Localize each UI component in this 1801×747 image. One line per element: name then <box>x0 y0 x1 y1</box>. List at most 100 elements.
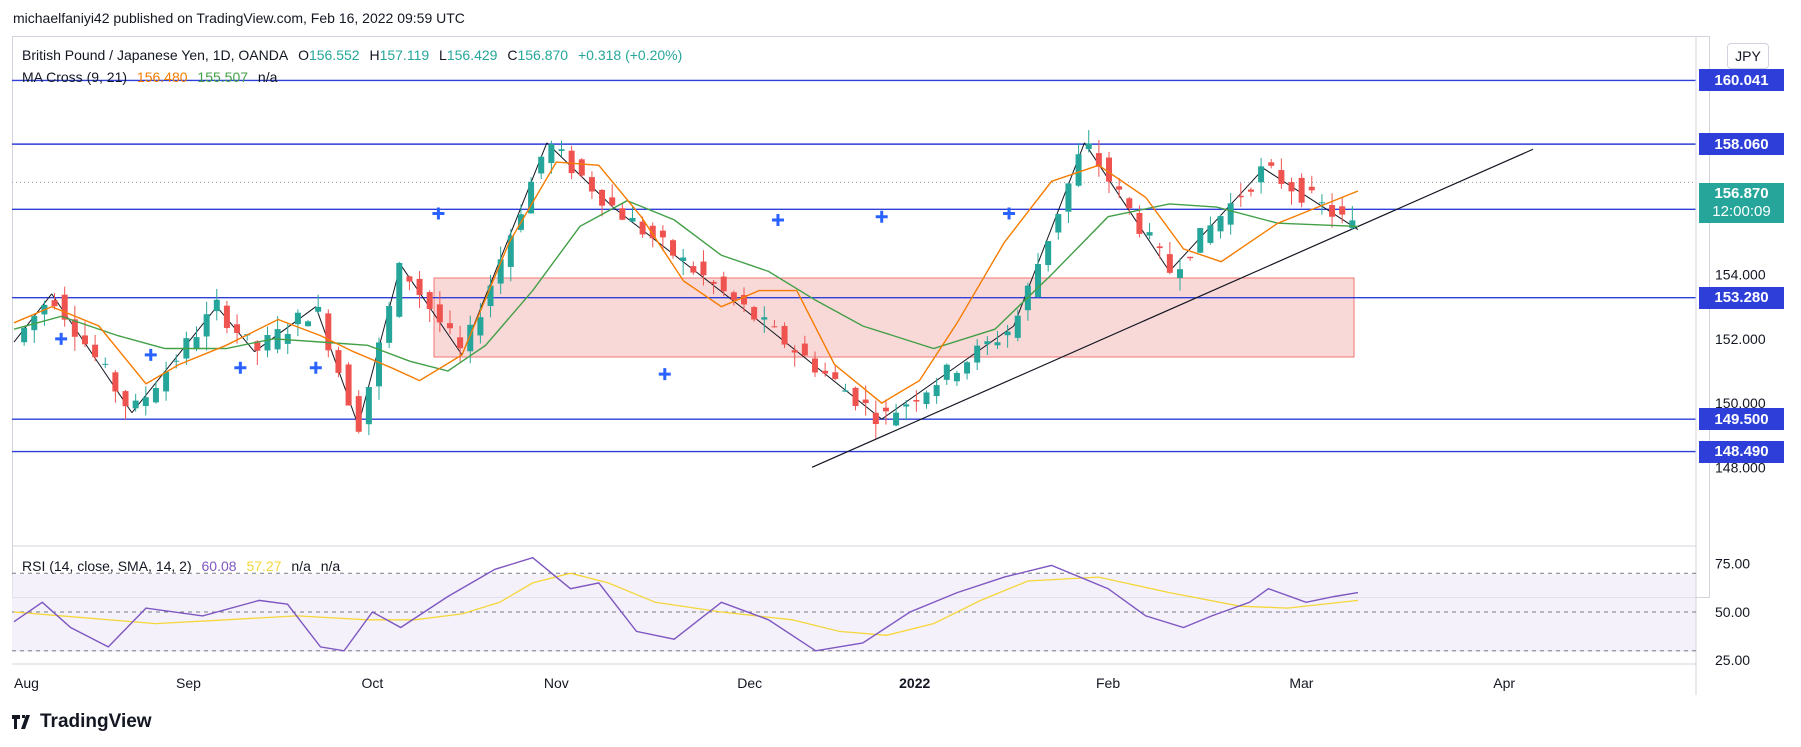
candle-body <box>1278 170 1285 184</box>
candle-body <box>436 304 443 323</box>
rsi-na-2: n/a <box>320 558 341 574</box>
candle-body <box>659 230 666 238</box>
candle-body <box>335 350 342 373</box>
ma-cross-marker <box>875 210 888 223</box>
ma-cross-marker <box>55 332 68 345</box>
candle-body <box>1035 263 1042 297</box>
ma-cross-marker <box>771 213 784 226</box>
candle-body <box>781 325 788 345</box>
candle-body <box>1339 206 1346 215</box>
high-label: H <box>369 47 380 63</box>
candle-body <box>396 262 403 317</box>
candle-body <box>1166 254 1173 273</box>
candle-body <box>1126 198 1133 209</box>
candle-body <box>294 312 301 325</box>
pivot-arrow <box>1168 168 1265 272</box>
rsi-tick-label: 75.00 <box>1715 556 1750 572</box>
candle-body <box>994 342 1001 346</box>
price-tick-label: 150.000 <box>1715 395 1766 411</box>
price-tick-label: 148.000 <box>1715 459 1766 475</box>
close-label: C <box>507 47 518 63</box>
candle-body <box>588 177 595 192</box>
candle-body <box>152 388 159 403</box>
candle-body <box>1176 269 1183 278</box>
candle-body <box>426 292 433 309</box>
candle-body <box>1045 241 1052 266</box>
candle-body <box>1298 177 1305 203</box>
candle-body <box>315 306 322 312</box>
candle-body <box>619 208 626 220</box>
candle-body <box>862 399 869 404</box>
ma-fast-value: 156.480 <box>136 69 188 85</box>
candle-body <box>953 372 960 382</box>
candle-body <box>102 363 109 365</box>
candle-body <box>903 404 910 407</box>
candle-body <box>974 345 981 363</box>
candle-body <box>913 400 920 402</box>
candle-body <box>1318 202 1325 204</box>
trendline <box>811 148 1534 468</box>
ma-cross-marker <box>234 361 247 374</box>
candle-body <box>1014 315 1021 338</box>
demand-zone <box>433 277 1355 358</box>
candle-body <box>639 221 646 235</box>
candle-body <box>325 313 332 351</box>
candle-body <box>1075 154 1082 186</box>
tradingview-logo[interactable]: TradingView <box>12 711 152 733</box>
candle-body <box>467 324 474 352</box>
pivot-arrow <box>612 206 746 311</box>
candle-body <box>163 371 170 392</box>
candle-body <box>203 314 210 337</box>
rsi-label: RSI (14, close, SMA, 14, 2) <box>22 558 192 574</box>
candle-body <box>21 327 28 343</box>
high-value: 157.119 <box>379 47 430 63</box>
ma-cross-marker <box>1003 207 1016 220</box>
candle-body <box>223 305 230 328</box>
candle-body <box>943 364 950 380</box>
candle-body <box>832 372 839 379</box>
candle-body <box>720 276 727 292</box>
candle-body <box>1187 256 1194 259</box>
candle-body <box>730 292 737 300</box>
candle-body <box>741 294 748 305</box>
candle-body <box>1106 157 1113 182</box>
tradingview-logo-icon <box>12 715 30 729</box>
rsi-na-1: n/a <box>291 558 311 574</box>
candle-body <box>609 197 616 206</box>
candle-body <box>284 333 291 344</box>
candle-body <box>548 144 555 164</box>
candle-body <box>801 343 808 356</box>
candle-body <box>254 341 261 351</box>
candle-body <box>700 261 707 276</box>
candle-body <box>1217 216 1224 232</box>
candle-body <box>376 342 383 387</box>
ma-cross-marker <box>144 348 157 361</box>
last-price-value: 156.870 <box>1714 185 1769 202</box>
ma-cross-marker <box>309 361 322 374</box>
candle-body <box>71 319 78 337</box>
ma-label: MA Cross (9, 21) <box>22 69 128 85</box>
brand-label: TradingView <box>40 711 152 732</box>
candle-body <box>386 305 393 343</box>
candle-body <box>416 278 423 295</box>
candle-body <box>599 189 606 206</box>
candle-body <box>822 370 829 374</box>
ma-fast-line <box>13 161 1359 404</box>
candle-body <box>1227 203 1234 225</box>
candle-body <box>1004 331 1011 336</box>
time-tick-label: Oct <box>362 675 384 691</box>
candle-body <box>984 341 991 345</box>
candle-body <box>842 390 849 392</box>
candle-body <box>1146 232 1153 236</box>
currency-button[interactable]: JPY <box>1727 43 1769 69</box>
publisher-line: michaelfaniyi42 published on TradingView… <box>13 10 465 26</box>
ma-na: n/a <box>257 69 278 85</box>
level-tag: 153.280 <box>1699 286 1784 309</box>
candle-body <box>213 299 220 312</box>
candle-body <box>811 358 818 373</box>
symbol-legend: British Pound / Japanese Yen, 1D, OANDA … <box>22 47 688 63</box>
price-tick-label: 154.000 <box>1715 267 1766 283</box>
candle-body <box>923 392 930 405</box>
candle-body <box>558 149 565 151</box>
